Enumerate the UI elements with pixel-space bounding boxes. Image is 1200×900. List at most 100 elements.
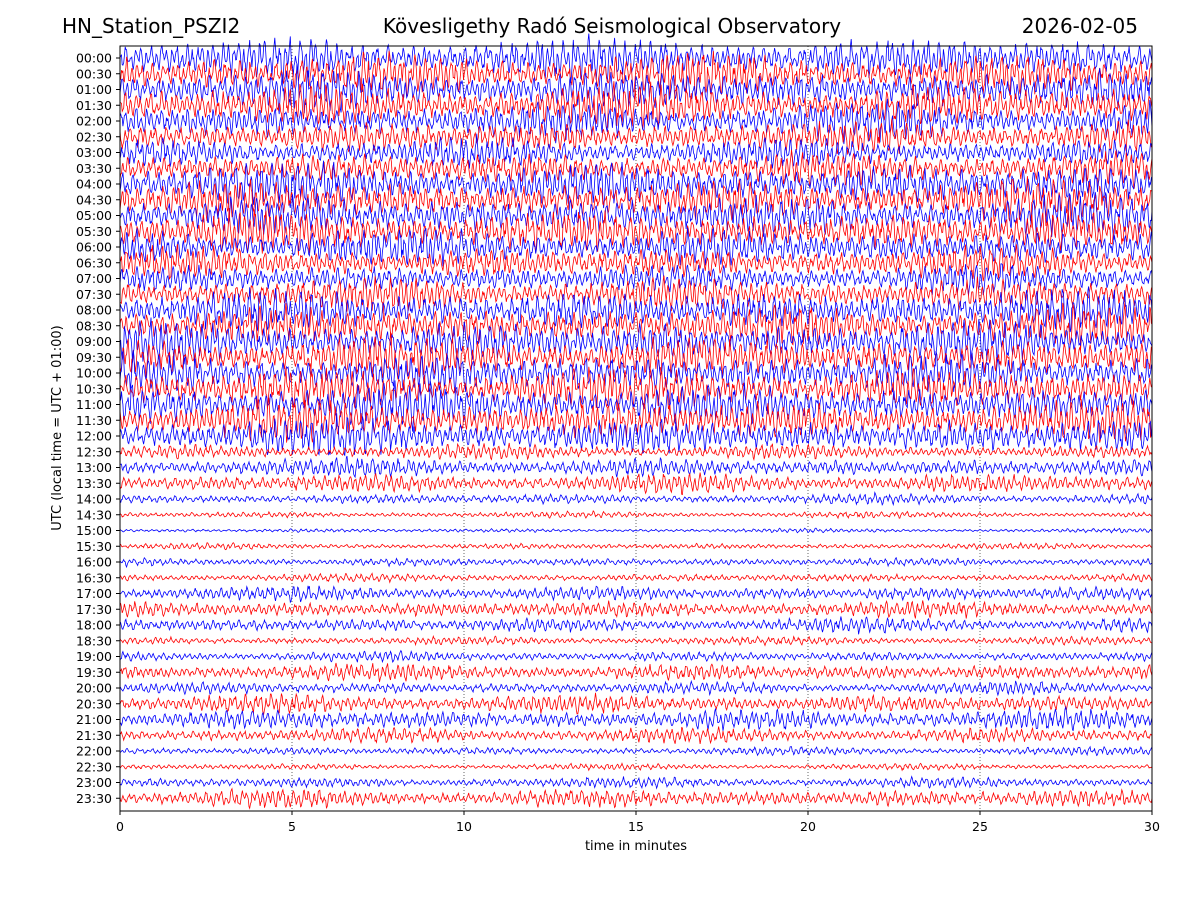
y-tick-label: 20:00 (76, 681, 112, 696)
y-tick-label: 15:00 (76, 523, 112, 538)
x-tick-label: 5 (288, 819, 296, 834)
x-tick-label: 10 (456, 819, 472, 834)
trace-0230 (119, 118, 1153, 155)
trace-1930 (119, 662, 1153, 683)
y-tick-label: 08:30 (76, 318, 112, 333)
y-tick-label: 16:30 (76, 570, 112, 585)
trace-1030 (119, 366, 1153, 412)
x-axis-label: time in minutes (585, 839, 687, 854)
trace-layer (119, 33, 1153, 810)
y-tick-label: 06:30 (76, 255, 112, 270)
trace-2000 (119, 679, 1153, 697)
y-axis-label: UTC (local time = UTC + 01:00) (50, 325, 65, 530)
y-tick-label: 07:30 (76, 287, 112, 302)
y-tick-label: 11:00 (76, 397, 112, 412)
y-tick-label: 10:30 (76, 381, 112, 396)
trace-1400 (119, 491, 1153, 507)
station-name: HN_Station_PSZI2 (62, 14, 241, 38)
trace-0130 (119, 81, 1153, 130)
trace-0930 (119, 332, 1153, 382)
y-tick-label: 17:30 (76, 602, 112, 617)
y-tick-label: 00:30 (76, 66, 112, 81)
trace-1530 (119, 541, 1153, 551)
trace-0200 (119, 98, 1153, 145)
y-tick-label: 11:30 (76, 413, 112, 428)
y-tick-label: 22:00 (76, 744, 112, 759)
y-tick-label: 16:00 (76, 555, 112, 570)
y-tick-label: 07:00 (76, 271, 112, 286)
y-tick-label: 18:00 (76, 618, 112, 633)
trace-0330 (119, 149, 1153, 190)
y-tick-label: 03:00 (76, 145, 112, 160)
y-tick-label: 13:00 (76, 460, 112, 475)
trace-1300 (119, 455, 1153, 479)
trace-0030 (119, 50, 1153, 100)
y-tick-label: 19:00 (76, 649, 112, 664)
record-date: 2026-02-05 (1021, 14, 1138, 38)
trace-2300 (119, 775, 1153, 790)
y-tick-label: 10:00 (76, 366, 112, 381)
trace-2200 (119, 745, 1153, 757)
trace-2030 (119, 692, 1153, 715)
x-tick-label: 25 (972, 819, 988, 834)
y-tick-label: 08:00 (76, 303, 112, 318)
y-tick-label: 18:30 (76, 633, 112, 648)
trace-0500 (119, 191, 1153, 241)
trace-1130 (119, 397, 1153, 443)
trace-1430 (119, 510, 1153, 520)
trace-2230 (119, 762, 1153, 772)
y-tick-label: 13:30 (76, 476, 112, 491)
trace-1630 (119, 572, 1153, 584)
y-tick-label: 04:30 (76, 192, 112, 207)
x-tick-label: 15 (628, 819, 644, 834)
y-tick-label: 20:30 (76, 696, 112, 711)
trace-0400 (119, 160, 1153, 209)
y-tick-label: 00:00 (76, 51, 112, 66)
y-tick-label: 14:30 (76, 507, 112, 522)
y-tick-label: 05:00 (76, 208, 112, 223)
y-tick-label: 01:00 (76, 82, 112, 97)
y-tick-label: 22:30 (76, 759, 112, 774)
trace-1830 (119, 634, 1153, 647)
y-tick-label: 09:00 (76, 334, 112, 349)
trace-1900 (119, 649, 1153, 664)
trace-0000 (119, 33, 1153, 84)
y-tick-label: 05:30 (76, 224, 112, 239)
y-tick-label: 12:00 (76, 429, 112, 444)
y-tick-label: 09:30 (76, 350, 112, 365)
x-tick-label: 30 (1144, 819, 1160, 834)
trace-2130 (119, 726, 1153, 745)
y-tick-label: 23:30 (76, 791, 112, 806)
trace-1330 (119, 472, 1153, 496)
trace-1800 (119, 616, 1153, 635)
trace-1500 (119, 527, 1153, 534)
x-tick-label: 0 (116, 819, 124, 834)
trace-1230 (119, 442, 1153, 462)
y-tick-label: 15:30 (76, 539, 112, 554)
trace-2330 (119, 787, 1153, 810)
y-tick-label: 01:30 (76, 98, 112, 113)
trace-0100 (119, 64, 1153, 115)
trace-2100 (120, 705, 1153, 732)
x-tick-label: 20 (800, 819, 816, 834)
y-tick-label: 12:30 (76, 444, 112, 459)
y-axis-ticks: 00:0000:3001:0001:3002:0002:3003:0003:30… (76, 51, 120, 806)
trace-1600 (119, 556, 1153, 569)
trace-0630 (119, 244, 1153, 282)
trace-1100 (119, 380, 1153, 432)
y-tick-label: 02:00 (76, 114, 112, 129)
trace-1700 (119, 585, 1153, 604)
y-tick-label: 17:00 (76, 586, 112, 601)
trace-1200 (119, 413, 1153, 457)
y-tick-label: 02:30 (76, 129, 112, 144)
x-axis-ticks: 0 5 10 15 20 25 30 (116, 811, 1160, 834)
observatory-title: Kövesligethy Radó Seismological Observat… (382, 14, 842, 38)
trace-0430 (119, 176, 1153, 227)
y-tick-label: 04:00 (76, 177, 112, 192)
trace-0530 (119, 207, 1153, 256)
y-tick-label: 19:30 (76, 665, 112, 680)
trace-0800 (119, 286, 1153, 333)
y-tick-label: 06:00 (76, 240, 112, 255)
y-tick-label: 03:30 (76, 161, 112, 176)
